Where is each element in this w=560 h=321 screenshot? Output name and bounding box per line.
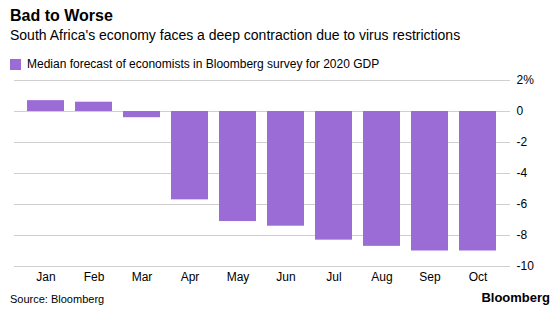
svg-text:Mar: Mar (132, 270, 153, 284)
html-text:Bloomberg: Bloomberg (481, 290, 550, 305)
svg-text:-8: -8 (517, 228, 528, 242)
svg-text:Apr: Apr (181, 270, 200, 284)
svg-text:-6: -6 (517, 197, 528, 211)
svg-text:Jan: Jan (36, 270, 55, 284)
svg-text:0: 0 (517, 104, 524, 118)
svg-text:-2: -2 (517, 135, 528, 149)
svg-text:Oct: Oct (469, 270, 488, 284)
html-text:Bad to Worse: Bad to Worse (10, 7, 113, 24)
svg-text:Aug: Aug (371, 270, 392, 284)
svg-text:Jun: Jun (276, 270, 295, 284)
html-text:Source: Bloomberg: Source: Bloomberg (10, 293, 105, 305)
html-text:Median forecast of economists: Median forecast of economists in Bloombe… (27, 57, 380, 71)
html-text:South Africa's economy faces a: South Africa's economy faces a deep cont… (10, 27, 461, 43)
svg-text:Jul: Jul (326, 270, 341, 284)
svg-text:May: May (227, 270, 250, 284)
svg-text:-10: -10 (517, 259, 535, 273)
svg-text:-4: -4 (517, 166, 528, 180)
svg-text:2%: 2% (517, 73, 535, 87)
svg-text:Sep: Sep (419, 270, 441, 284)
svg-text:Feb: Feb (84, 270, 105, 284)
